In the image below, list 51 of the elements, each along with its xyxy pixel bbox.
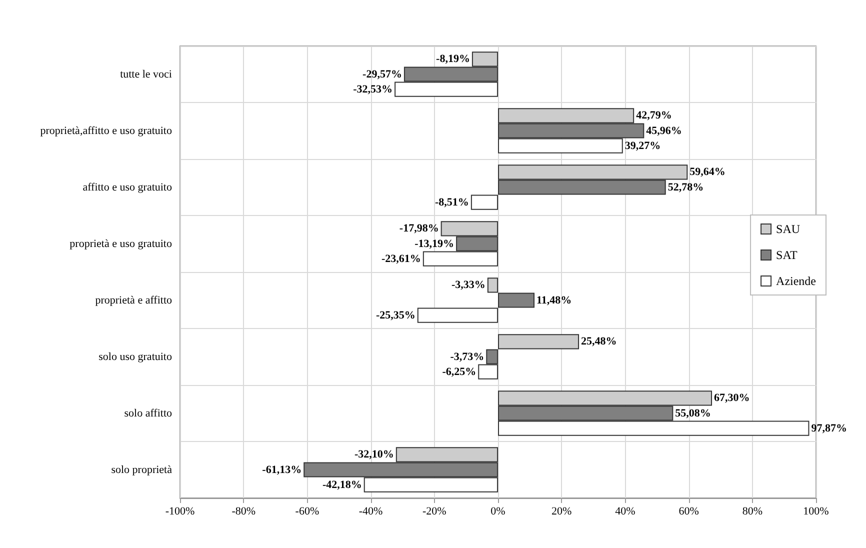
- bar: [498, 334, 580, 350]
- data-label: 42,79%: [636, 110, 672, 122]
- data-label: -32,10%: [354, 448, 394, 461]
- data-label: -61,13%: [262, 464, 302, 476]
- y-tick-label: solo proprietà: [111, 464, 172, 476]
- data-label: 39,27%: [624, 140, 661, 152]
- data-label: 67,30%: [714, 392, 750, 404]
- y-tick-label: proprietà e uso gratuito: [70, 238, 172, 250]
- x-tick-label: 100%: [803, 506, 829, 518]
- x-tick-label: 20%: [552, 506, 572, 518]
- data-label: -8,51%: [435, 196, 469, 208]
- y-tick-label: affitto e uso gratuito: [82, 181, 172, 194]
- data-label: -23,61%: [382, 252, 421, 265]
- x-tick-label: -40%: [358, 506, 383, 518]
- legend-label: Aziende: [776, 274, 816, 288]
- data-label: -17,98%: [399, 222, 439, 235]
- bar: [498, 292, 535, 308]
- bar: [417, 308, 498, 323]
- y-tick-label: solo uso gratuito: [98, 350, 172, 363]
- x-tick-label: 80%: [742, 506, 762, 518]
- data-label: -6,25%: [442, 366, 476, 378]
- data-label: -42,18%: [322, 478, 362, 491]
- legend-label: SAT: [776, 248, 798, 262]
- x-tick-label: -80%: [232, 506, 256, 518]
- data-label: -32,53%: [353, 83, 393, 96]
- x-tick-label: 60%: [678, 506, 699, 518]
- legend-label: SAU: [776, 222, 800, 236]
- data-label: 55,08%: [675, 407, 711, 420]
- x-tick-label: -100%: [165, 506, 195, 518]
- data-label: 45,96%: [646, 124, 682, 137]
- data-label: 52,78%: [668, 181, 704, 194]
- data-label: 11,48%: [536, 294, 572, 306]
- data-label: 97,87%: [811, 422, 847, 434]
- y-tick-label: proprietà,affitto e uso gratuito: [40, 124, 172, 137]
- x-tick-label: 0%: [490, 506, 506, 518]
- data-label: 25,48%: [581, 336, 617, 348]
- bar: [470, 194, 498, 210]
- data-label: 59,64%: [690, 166, 726, 178]
- data-label: -3,33%: [451, 279, 486, 292]
- data-label: -3,73%: [450, 350, 484, 363]
- data-label: -8,19%: [436, 53, 470, 66]
- x-tick-label: -20%: [422, 506, 446, 518]
- data-label: -29,57%: [362, 68, 402, 80]
- y-tick-label: tutte le voci: [120, 68, 172, 80]
- x-tick-label: 40%: [615, 506, 636, 518]
- data-label: -13,19%: [414, 238, 454, 250]
- x-tick-label: -60%: [295, 506, 320, 518]
- y-tick-label: proprietà e affitto: [95, 294, 172, 306]
- bar: [487, 278, 498, 293]
- data-label: -25,35%: [376, 309, 416, 322]
- y-tick-label: solo affitto: [124, 407, 172, 420]
